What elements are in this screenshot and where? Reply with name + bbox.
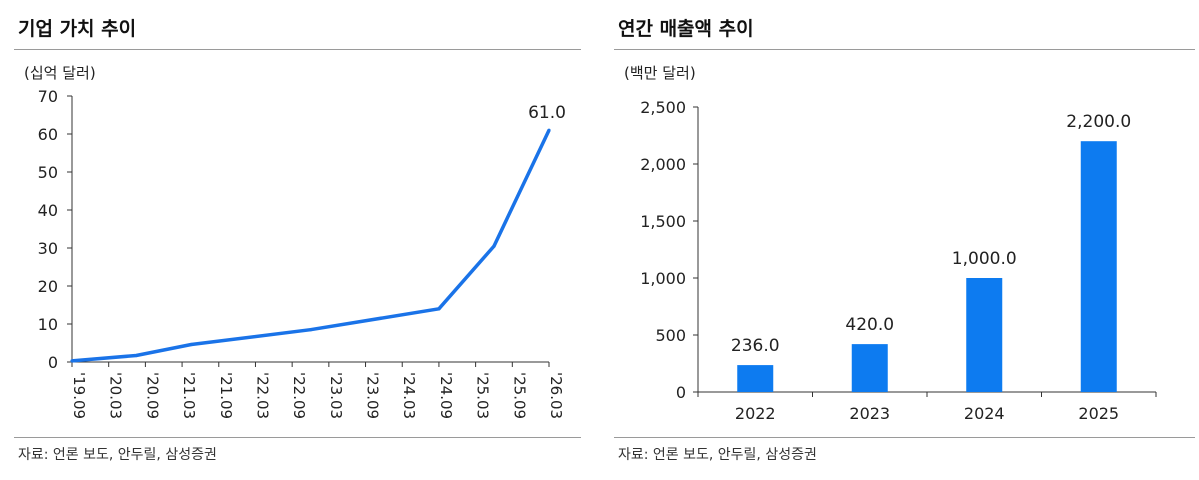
- valuation-source-note: 자료: 언론 보도, 안두릴, 삼성증권: [18, 447, 217, 463]
- valuation-chart-title: 기업 가치 추이: [18, 18, 137, 40]
- valuation-data-point: [189, 342, 193, 347]
- x-tick-label: '23.03: [327, 372, 345, 419]
- x-tick-label: '20.09: [143, 372, 161, 419]
- valuation-data-point: [547, 128, 551, 132]
- revenue-bar-chart: 0 500 1,000 1,500 2,000 2,500 236.0 2022 420.0 20…: [640, 98, 1157, 423]
- x-category-label: 2023: [849, 404, 890, 423]
- revenue-value-label: 236.0: [731, 336, 780, 356]
- y-tick-label: 1,000: [640, 269, 686, 288]
- revenue-panel: 연간 매출액 추이 (백만 달러) 0 500 1,000 1,500 2,000 2,5…: [600, 0, 1199, 480]
- revenue-bar: [966, 278, 1003, 392]
- y-tick-label: 1,500: [640, 212, 686, 231]
- x-category-label: 2025: [1078, 404, 1119, 423]
- revenue-bar: [737, 365, 774, 392]
- valuation-data-label: 61.0: [528, 103, 566, 123]
- y-tick-label: 60: [38, 125, 58, 144]
- x-tick-label: '21.09: [217, 372, 235, 419]
- title-divider: [614, 49, 1195, 50]
- y-tick-label: 40: [38, 201, 58, 220]
- y-tick-label: 70: [38, 87, 58, 106]
- y-tick-label: 2,000: [640, 155, 686, 174]
- revenue-value-label: 2,200.0: [1066, 112, 1131, 132]
- y-tick-label: 50: [38, 163, 58, 182]
- source-divider: [614, 437, 1195, 438]
- valuation-data-point: [308, 328, 313, 332]
- valuation-unit-label: (십억 달러): [24, 64, 96, 82]
- title-divider: [14, 49, 581, 50]
- x-tick-label: '20.03: [107, 372, 125, 419]
- x-tick-label: '26.03: [547, 372, 565, 419]
- x-tick-label: '21.03: [180, 372, 198, 419]
- revenue-value-label: 420.0: [845, 315, 894, 335]
- y-tick-label: 10: [38, 315, 58, 334]
- y-tick-label: 500: [655, 326, 686, 345]
- valuation-panel: 기업 가치 추이 (십억 달러) 0 10 20 30 40 50 60 70 '19.09 '2…: [0, 0, 585, 480]
- revenue-bar: [851, 344, 888, 392]
- y-tick-label: 2,500: [640, 98, 686, 117]
- source-divider: [14, 437, 581, 438]
- x-tick-label: '24.09: [437, 372, 455, 419]
- y-tick-label: 30: [38, 239, 58, 258]
- revenue-unit-label: (백만 달러): [624, 64, 696, 82]
- x-category-label: 2022: [735, 404, 776, 423]
- valuation-data-point: [492, 244, 496, 248]
- x-tick-label: '23.09: [364, 372, 382, 419]
- valuation-data-point: [70, 359, 74, 363]
- valuation-series-line: [71, 129, 551, 363]
- valuation-line-chart: 0 10 20 30 40 50 60 70 '19.09 '20.03 '20.09 '21.03 '…: [38, 87, 566, 419]
- y-tick-label: 20: [38, 277, 58, 296]
- valuation-data-point: [437, 307, 441, 311]
- x-tick-label: '25.09: [510, 372, 528, 419]
- revenue-source-note: 자료: 언론 보도, 안두릴, 삼성증권: [618, 447, 817, 463]
- y-tick-label: 0: [48, 353, 58, 372]
- x-category-label: 2024: [964, 404, 1005, 423]
- valuation-data-point: [134, 353, 138, 358]
- x-tick-label: '22.03: [253, 372, 271, 419]
- y-tick-label: 0: [676, 383, 686, 402]
- x-tick-label: '22.09: [290, 372, 308, 419]
- revenue-chart-title: 연간 매출액 추이: [618, 18, 754, 40]
- revenue-bar: [1080, 141, 1117, 392]
- revenue-value-label: 1,000.0: [952, 249, 1017, 269]
- x-tick-label: '25.03: [474, 372, 492, 419]
- x-tick-label: '19.09: [70, 372, 88, 419]
- x-tick-label: '24.03: [400, 372, 418, 419]
